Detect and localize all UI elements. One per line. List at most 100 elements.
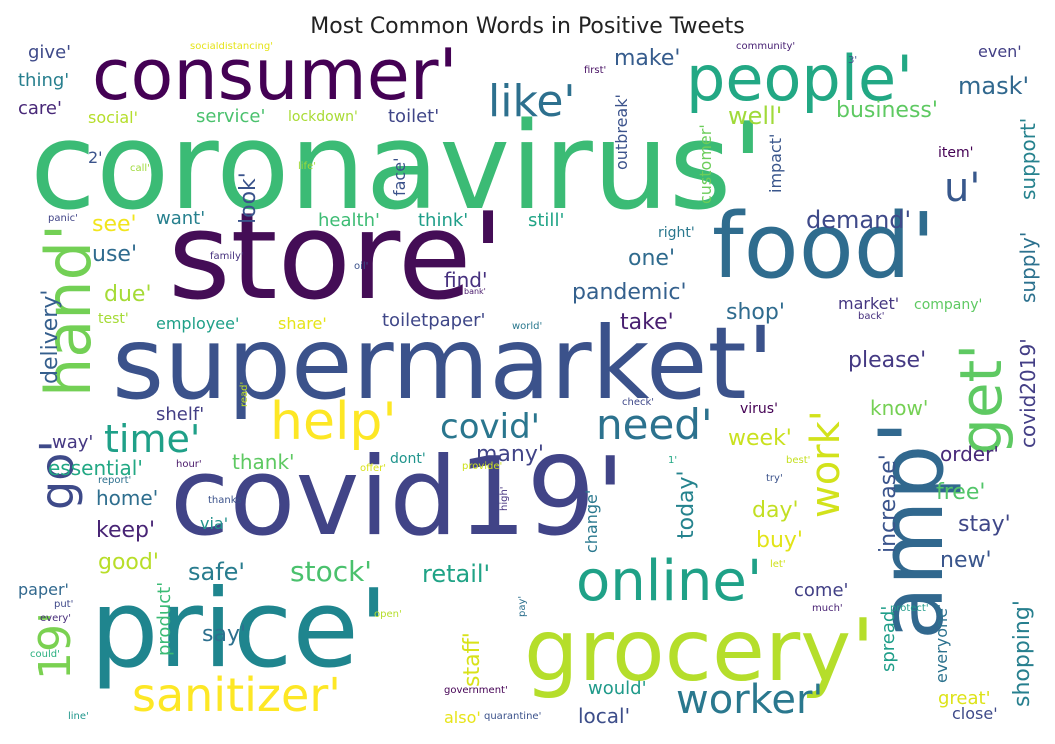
word-get: get' — [947, 343, 1015, 455]
word-mask: mask' — [958, 72, 1030, 100]
word-impact: impact' — [766, 133, 785, 193]
word-thanks: thanks' — [208, 495, 245, 506]
word-read: read' — [239, 381, 250, 407]
word-hour: hour' — [176, 459, 202, 470]
word-oil: oil' — [354, 261, 369, 272]
word-every: every' — [40, 613, 72, 624]
word-even: even' — [978, 42, 1022, 61]
word-company: company' — [914, 297, 983, 313]
word-work: work' — [803, 410, 849, 518]
word-store: store' — [168, 188, 505, 327]
word-coronavirus: coronavirus' — [30, 98, 765, 237]
word-think: think' — [418, 210, 469, 231]
word-much: much' — [812, 603, 843, 614]
word-employee: employee' — [156, 314, 240, 333]
word-care: care' — [18, 98, 62, 119]
word-well: well' — [728, 102, 783, 130]
word-let: let' — [770, 559, 786, 570]
word-check: check' — [622, 397, 655, 408]
word-shop: shop' — [726, 300, 785, 325]
word-cloud: coronavirus' store' supermarket' covid19' pr… — [16, 42, 1040, 732]
word-need: need' — [596, 400, 713, 449]
word-item: item' — [938, 145, 974, 161]
word-home: home' — [96, 486, 159, 510]
word-sanitizer: sanitizer' — [132, 668, 341, 722]
word-stay: stay' — [958, 512, 1011, 537]
word-high: high' — [499, 486, 510, 511]
word-use: use' — [92, 242, 137, 267]
word-see: see' — [92, 212, 137, 237]
word-great: great' — [938, 688, 991, 709]
word-essential: essential' — [48, 456, 143, 480]
word-product: product' — [154, 581, 175, 656]
word-shopping: shopping' — [1010, 600, 1035, 707]
word-week: week' — [728, 426, 792, 451]
word-government: government' — [444, 685, 508, 696]
word-still: still' — [528, 210, 565, 231]
word-thing: thing' — [18, 70, 70, 91]
word-take: take' — [620, 310, 674, 335]
word-help: help' — [270, 392, 397, 452]
word-family: family' — [210, 251, 244, 262]
word-life: life' — [298, 161, 316, 172]
word-stock: stock' — [290, 555, 373, 588]
word-make: make' — [614, 46, 681, 71]
word-new: new' — [940, 548, 992, 573]
word-many: many' — [476, 442, 544, 467]
word-day: day' — [752, 498, 799, 523]
word-thank: thank' — [232, 450, 295, 474]
word-test: test' — [98, 311, 129, 327]
word-offer: offer' — [360, 463, 387, 474]
word-know: know' — [870, 396, 929, 420]
word-demand: demand' — [806, 206, 912, 234]
word-shelf: shelf' — [156, 404, 205, 425]
word-social: social' — [88, 108, 139, 127]
word-one: one' — [628, 246, 675, 271]
word-market: market' — [838, 294, 900, 313]
word-want: want' — [156, 208, 206, 229]
word-find: find' — [444, 268, 488, 292]
word-supermarket: supermarket' — [112, 305, 775, 422]
word-best: best' — [786, 455, 811, 466]
word-first: first' — [584, 65, 607, 76]
word-due: due' — [104, 282, 152, 307]
word-price: price' — [90, 567, 389, 692]
word-come: come' — [794, 580, 849, 601]
word-dont: dont' — [390, 451, 426, 467]
word-health: health' — [318, 210, 380, 231]
word-report: report' — [98, 475, 132, 486]
word-business: business' — [836, 98, 938, 123]
word-food: food' — [712, 194, 936, 299]
word-everyone: everyone' — [932, 603, 951, 683]
word-spread: spread' — [878, 605, 899, 672]
word-customer: customer' — [696, 124, 715, 204]
word-try: try' — [766, 473, 783, 484]
word-grocery: grocery' — [524, 601, 875, 701]
word-today: today' — [674, 470, 699, 539]
word-online: online' — [576, 549, 763, 614]
word-please: please' — [848, 348, 927, 373]
word-free: free' — [936, 480, 986, 505]
word-call: call' — [130, 163, 150, 174]
word-order: order' — [940, 442, 999, 466]
word-delivery: delivery' — [38, 289, 63, 384]
word-people: people' — [686, 42, 914, 115]
word-face: face' — [390, 157, 409, 196]
word-staff: staff' — [460, 632, 485, 687]
word-3: 3' — [848, 55, 858, 66]
word-time: time' — [104, 417, 201, 461]
word-also: also' — [444, 708, 481, 727]
word-protect: protect' — [890, 603, 929, 614]
word-buy: buy' — [756, 528, 803, 553]
word-covid19: covid19' — [170, 435, 626, 560]
word-give: give' — [28, 42, 72, 63]
word-community: community' — [736, 42, 796, 52]
word-line: line' — [68, 711, 89, 722]
word-quarantine: quarantine' — [484, 711, 542, 722]
word-covid: covid' — [440, 407, 540, 447]
word-pandemic: pandemic' — [572, 280, 687, 305]
word-good: good' — [98, 550, 159, 575]
word-say: say' — [202, 622, 247, 647]
word-close: close' — [952, 704, 998, 723]
word-retail: retail' — [422, 560, 491, 588]
